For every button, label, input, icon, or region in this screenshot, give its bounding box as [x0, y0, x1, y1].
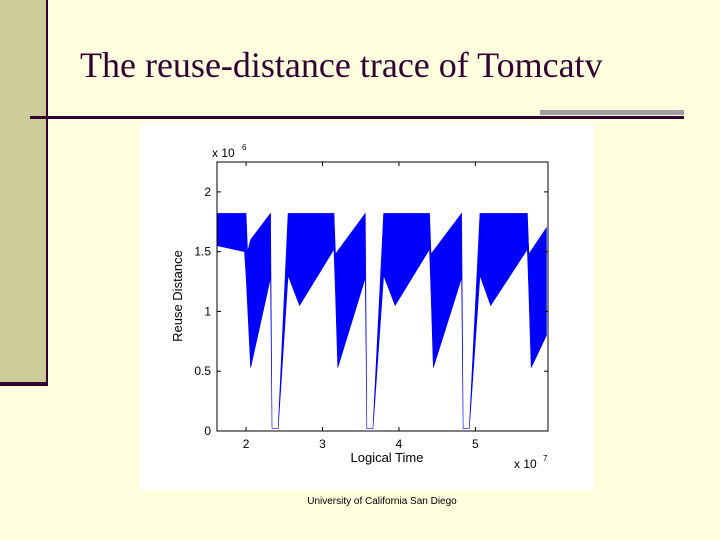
slide-title: The reuse-distance trace of Tomcatv [80, 45, 603, 85]
y-multiplier: x 10 6 [212, 143, 247, 160]
x-multiplier-base: x 10 [514, 457, 537, 471]
reuse-distance-chart: 2 3 4 5 0 0.5 1 1.5 2 Logical Time Reuse Distanc… [170, 143, 549, 471]
x-tick-label: 2 [243, 437, 250, 451]
y-multiplier-exponent: 6 [242, 143, 247, 152]
title-rule-accent [540, 110, 684, 115]
y-tick-label: 1 [204, 304, 211, 318]
x-multiplier: x 10 7 [514, 454, 548, 471]
left-decor-edge [46, 0, 48, 386]
axes-box [216, 161, 549, 432]
plot-area [216, 212, 547, 429]
x-axis-label: Logical Time [351, 450, 424, 465]
y-multiplier-base: x 10 [212, 146, 235, 160]
y-tick-label: 1.5 [194, 245, 211, 259]
x-tick-label: 5 [472, 437, 479, 451]
reuse-distance-band [216, 212, 547, 429]
x-tick-label: 3 [319, 437, 326, 451]
y-tick-label: 0.5 [194, 364, 211, 378]
slide-footer: University of California San Diego [307, 496, 457, 507]
title-rule [30, 116, 684, 119]
chart-panel: 2 3 4 5 0 0.5 1 1.5 2 Logical Time Reuse Distanc… [140, 124, 594, 490]
y-tick-label: 0 [204, 424, 211, 438]
y-tick-label: 2 [204, 185, 211, 199]
left-decor-line [0, 382, 48, 386]
ticks: 2 3 4 5 0 0.5 1 1.5 2 [194, 162, 548, 451]
y-axis-label: Reuse Distance [170, 250, 185, 342]
x-tick-label: 4 [396, 437, 403, 451]
left-decor-band [0, 0, 46, 384]
x-multiplier-exponent: 7 [543, 454, 548, 463]
